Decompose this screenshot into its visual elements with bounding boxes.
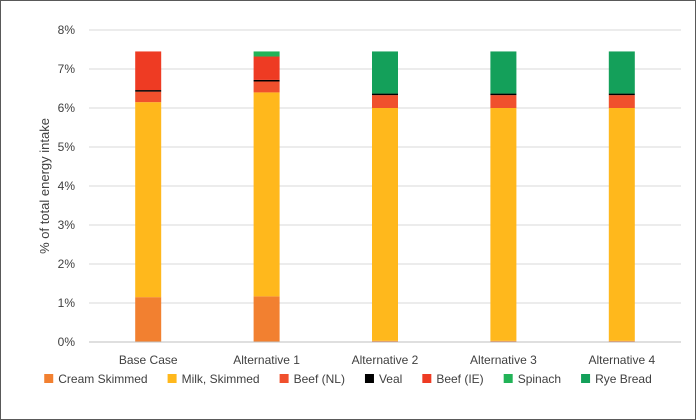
bar-segment-spinach <box>253 51 280 57</box>
x-tick-label: Alternative 3 <box>470 353 537 367</box>
bar-segment-beef-ie <box>135 51 162 91</box>
legend-swatch <box>364 374 374 383</box>
legend-swatch <box>44 374 54 383</box>
legend: Cream Skimmed Milk, Skimmed Beef (NL) Veal B… <box>44 372 652 386</box>
bar-segment-rye-bread <box>372 51 398 94</box>
bar-segment-beef-nl <box>608 95 635 108</box>
y-tick-label: 0% <box>58 335 76 349</box>
bar-segment-milk-skimmed <box>135 102 162 298</box>
x-tick-label: Base Case <box>119 353 178 367</box>
legend-label: Cream Skimmed <box>58 372 147 386</box>
x-tick-label: Alternative 2 <box>352 353 419 367</box>
legend-label: Rye Bread <box>595 372 652 386</box>
y-tick-label: 4% <box>58 179 76 193</box>
bar-segment-cream-skimmed <box>490 340 517 342</box>
bar-segment-beef-nl <box>253 81 280 93</box>
bar-segment-milk-skimmed <box>253 92 280 297</box>
bar-segment-milk-skimmed <box>372 108 398 341</box>
bar-segment-cream-skimmed <box>372 340 398 342</box>
bar-segment-beef-nl <box>490 95 517 108</box>
bar-segment-veal <box>608 93 635 96</box>
y-tick-label: 7% <box>58 62 76 76</box>
legend-swatch <box>422 374 432 383</box>
legend-label: Beef (IE) <box>436 372 483 386</box>
bar-segment-cream-skimmed <box>608 340 635 342</box>
x-tick-label: Alternative 4 <box>588 353 655 367</box>
legend-swatch <box>503 374 513 383</box>
legend-swatch <box>167 374 177 383</box>
bar-segment-veal <box>135 90 162 92</box>
bar-segment-rye-bread <box>608 51 635 94</box>
y-tick-label: 3% <box>58 218 76 232</box>
bar-segment-veal <box>490 93 517 96</box>
y-tick-label: 8% <box>58 23 76 37</box>
y-tick-label: 1% <box>58 296 76 310</box>
y-tick-label: 2% <box>58 257 76 271</box>
bar-segment-beef-nl <box>372 95 398 108</box>
y-axis-title: % of total energy intake <box>37 118 52 254</box>
bar-segment-milk-skimmed <box>608 108 635 341</box>
bar-segment-cream-skimmed <box>253 296 280 342</box>
bar-segment-milk-skimmed <box>490 108 517 341</box>
y-tick-label: 6% <box>58 101 76 115</box>
bar-segment-rye-bread <box>490 51 517 94</box>
x-tick-label: Alternative 1 <box>233 353 300 367</box>
legend-label: Beef (NL) <box>294 372 345 386</box>
bar-segment-cream-skimmed <box>135 297 162 342</box>
bars <box>135 51 635 342</box>
legend-label: Spinach <box>518 372 561 386</box>
y-tick-label: 5% <box>58 140 76 154</box>
legend-label: Veal <box>379 372 402 386</box>
legend-swatch <box>581 374 591 383</box>
legend-label: Milk, Skimmed <box>182 372 260 386</box>
bar-segment-veal <box>253 79 280 82</box>
bar-segment-beef-nl <box>135 91 162 103</box>
bar-segment-veal <box>372 93 398 96</box>
axes: 0% 1% 2% 3% 4% 5% 6% 7% 8% Base Case Alternative 1… <box>58 23 681 367</box>
bar-segment-beef-ie <box>253 56 280 80</box>
legend-swatch <box>279 374 289 383</box>
